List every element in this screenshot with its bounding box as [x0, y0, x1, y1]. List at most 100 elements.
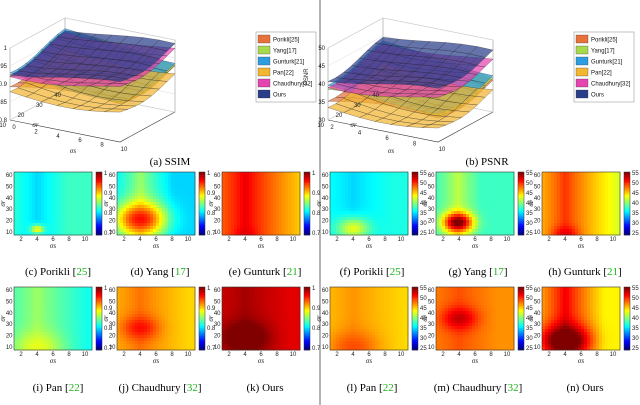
heatmap-cell — [264, 178, 268, 182]
heatmap-cell — [405, 205, 409, 209]
heatmap-cell — [460, 184, 464, 188]
heatmap-cell — [174, 226, 178, 230]
heatmap-cell — [608, 205, 612, 209]
heatmap-cell — [38, 308, 42, 312]
heatmap-cell — [135, 223, 139, 227]
colorbar-segment — [304, 223, 310, 226]
heatmap-cell — [192, 172, 196, 176]
heatmap-cell — [590, 178, 594, 182]
heatmap-cell — [563, 202, 567, 206]
heatmap-cell — [390, 181, 394, 185]
heatmap-cell — [381, 175, 385, 179]
heatmap-cell — [234, 205, 238, 209]
heatmap-cell — [484, 199, 488, 203]
heatmap-cell — [65, 172, 69, 176]
heatmap-cell — [267, 175, 271, 179]
heatmap-cell — [551, 211, 555, 215]
heatmap-cell — [71, 287, 75, 291]
heatmap-cell — [578, 190, 582, 194]
heatmap-cell — [548, 175, 552, 179]
heatmap-cell — [123, 202, 127, 206]
heatmap-cell — [478, 193, 482, 197]
x-tick-label: 2 — [34, 129, 38, 135]
x-tick-label: 10 — [121, 147, 128, 153]
heatmap-cell — [282, 196, 286, 200]
heatmap-cell — [41, 199, 45, 203]
heatmap-cell — [297, 178, 301, 182]
heatmap-cell — [123, 214, 127, 218]
heatmap-cell — [499, 172, 503, 176]
heatmap-cell — [369, 178, 373, 182]
heatmap-cell — [505, 199, 509, 203]
colorbar-segment — [624, 194, 630, 196]
heatmap-cell — [68, 193, 72, 197]
heatmap-cell — [496, 175, 500, 179]
heatmap-cell — [282, 211, 286, 215]
heatmap-cell — [192, 178, 196, 182]
heatmap-cell — [469, 205, 473, 209]
heatmap-cell — [35, 181, 39, 185]
heatmap-cell — [599, 193, 603, 197]
heatmap-cell — [599, 217, 603, 221]
heatmap-cell — [74, 344, 78, 348]
heatmap-cell — [153, 190, 157, 194]
heatmap-cell — [162, 187, 166, 191]
heatmap-cell — [393, 223, 397, 227]
heatmap-cell — [38, 232, 42, 236]
heatmap-cell — [460, 223, 464, 227]
heatmap-cell — [342, 205, 346, 209]
heatmap-cell — [345, 193, 349, 197]
y-tick-label: 30 — [214, 207, 221, 213]
heatmap-cell — [141, 193, 145, 197]
heatmap-cell — [454, 172, 458, 176]
heatmap-cell — [511, 178, 515, 182]
heatmap-cell — [463, 223, 467, 227]
heatmap-cell — [41, 302, 45, 306]
heatmap-cell — [38, 314, 42, 318]
heatmap-cell — [357, 196, 361, 200]
heatmap-cell — [120, 338, 124, 342]
heatmap-cell — [222, 211, 226, 215]
y-tick-label: 60 — [214, 173, 221, 179]
heatmap-cell — [445, 175, 449, 179]
heatmap-cell — [71, 335, 75, 339]
heatmap-cell — [171, 199, 175, 203]
heatmap-cell — [496, 217, 500, 221]
heatmap-cell — [291, 232, 295, 236]
heatmap-cell — [231, 226, 235, 230]
heatmap-cell — [71, 299, 75, 303]
heatmap-cell — [508, 205, 512, 209]
heatmap-cell — [89, 338, 93, 342]
surface-patch — [104, 83, 128, 87]
heatmap-cell — [599, 202, 603, 206]
heatmap-cell — [285, 172, 289, 176]
heatmap-cell — [186, 226, 190, 230]
x-tick-label: 10 — [185, 237, 192, 243]
heatmap-cell — [50, 326, 54, 330]
heatmap-cell — [402, 226, 406, 230]
heatmap-cell — [243, 211, 247, 215]
heatmap-cell — [375, 190, 379, 194]
heatmap-cell — [77, 232, 81, 236]
heatmap-cell — [29, 314, 33, 318]
heatmap-cell — [270, 190, 274, 194]
heatmap-cell — [47, 299, 51, 303]
heatmap-cell — [86, 220, 90, 224]
heatmap-cell — [56, 347, 60, 351]
heatmap-cell — [71, 199, 75, 203]
heatmap-cell — [542, 181, 546, 185]
heatmap-cell — [587, 232, 591, 236]
heatmap-cell — [17, 181, 21, 185]
heatmap-cell — [472, 172, 476, 176]
heatmap-cell — [496, 181, 500, 185]
heatmap-cell — [234, 223, 238, 227]
heatmap-cell — [53, 199, 57, 203]
heatmap-cell — [264, 232, 268, 236]
heatmap-cell — [396, 208, 400, 212]
legend-swatch — [575, 89, 589, 99]
heatmap-cell — [357, 184, 361, 188]
heatmap-cell — [192, 220, 196, 224]
heatmap-cell — [153, 205, 157, 209]
heatmap-cell — [472, 226, 476, 230]
heatmap-cell — [402, 187, 406, 191]
